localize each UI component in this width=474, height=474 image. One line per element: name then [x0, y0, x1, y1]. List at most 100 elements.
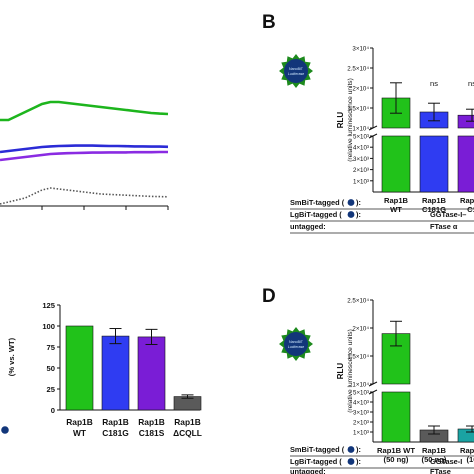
category-label-1: Rap1B	[66, 417, 93, 427]
panel-d-chart: 1×10⁴ 1.5×10⁴ 2×10⁴ 2.5×10⁴ 1×10³ 2×10³ 3×10³ 4…	[290, 298, 474, 474]
category-label-1: Rap1B	[384, 196, 409, 205]
icon-core	[284, 59, 308, 83]
category-label-2: WT	[390, 205, 402, 214]
y-tick-label: 25	[47, 385, 56, 394]
y-tick-label: 1.5×10⁴	[347, 106, 369, 113]
icon-text-2: Luciferase	[288, 72, 305, 76]
tag-icon	[347, 199, 355, 206]
bar-lower	[457, 135, 474, 193]
panel-b-chart: 1×10⁴ 1.5×10⁴ 2×10⁴ 2.5×10⁴ 3×10⁴ 1×10³ 2×10³ 3…	[290, 46, 474, 234]
panel-a-x-ticks	[41, 206, 169, 210]
row-label-end: ):	[356, 445, 361, 454]
y-tick-label: 100	[42, 322, 55, 331]
category-label-1: Rap1B	[138, 417, 165, 427]
bar	[137, 336, 166, 411]
bar	[65, 325, 94, 411]
icon-text-1: NanoBiT	[289, 340, 304, 344]
category-label-2: C1	[467, 205, 474, 214]
y-axis-label: RLU	[336, 363, 345, 380]
axis-break-mark	[368, 381, 378, 387]
y-tick-label: 1.5×10⁴	[347, 354, 369, 361]
y-tick-label: 2.5×10⁴	[347, 298, 369, 305]
tag-icon	[347, 458, 355, 465]
bar-lower	[381, 135, 411, 193]
category-label-2: (50 ng)	[384, 455, 409, 464]
y-axis-label-2: (relative luminescence units)	[347, 329, 354, 413]
category-label-2: C181S	[139, 428, 165, 438]
y-tick-label: 1×10³	[353, 430, 369, 437]
y-axis-label: RLU	[336, 112, 345, 129]
y-tick-label: 125	[42, 301, 55, 310]
row-label: untagged:	[290, 467, 326, 474]
y-axis-label-2: (relative luminescence units)	[347, 78, 354, 162]
y-tick-label: 5×10³	[353, 134, 369, 141]
tag-icon	[1, 426, 9, 434]
y-tick-label: 3×10⁴	[352, 46, 369, 53]
y-axis-label: (% vs. WT)	[7, 337, 16, 376]
significance-label: ns	[430, 79, 438, 88]
row-value: FTase	[430, 467, 451, 474]
category-label-1: Rap1B	[422, 446, 447, 455]
icon-text-1: NanoBiT	[289, 67, 304, 71]
icon-text-2: Luciferase	[288, 345, 305, 349]
significance-label: ns	[468, 79, 474, 88]
row-label-end: ):	[356, 198, 361, 207]
category-label-1: Rap1B	[422, 196, 447, 205]
y-tick-label: 50	[47, 364, 55, 373]
series-line-dcqll	[0, 187, 169, 205]
category-label-1: Rap1B	[102, 417, 129, 427]
panel-d-letter: D	[262, 286, 276, 307]
y-tick-label: 5×10³	[353, 390, 369, 397]
y-tick-label: 2.5×10⁴	[347, 66, 369, 73]
row-value: FTase α	[430, 222, 458, 231]
tag-icon	[347, 446, 355, 453]
series-line-wt	[0, 100, 169, 122]
category-label-1: Rap1B	[460, 196, 474, 205]
tag-icon	[347, 211, 355, 218]
y-tick-label: 1×10⁴	[352, 382, 369, 389]
row-label: SmBiT-tagged (	[290, 445, 345, 454]
row-label: untagged:	[290, 222, 326, 231]
category-label-1: Rap1B	[174, 417, 201, 427]
category-label-2: ΔCQLL	[173, 428, 202, 438]
bar-lower	[381, 391, 411, 443]
y-tick-label: 1×10⁴	[352, 126, 369, 133]
category-label-2: C181G	[102, 428, 129, 438]
y-tick-label: 4×10³	[353, 400, 369, 407]
icon-core	[284, 332, 308, 356]
category-label-2: WT	[73, 428, 87, 438]
y-tick-label: 3×10³	[353, 156, 369, 163]
y-tick-label: 2×10³	[353, 167, 369, 174]
series-line-c181s	[0, 150, 168, 162]
category-label-1: Rap1B WT	[377, 446, 415, 455]
row-value: GGTase-I–	[430, 210, 466, 219]
y-tick-label: 1×10³	[353, 178, 369, 185]
y-tick-label: 75	[47, 343, 56, 352]
row-value: GGTase-I	[430, 457, 462, 466]
category-label-1: Rap1B	[460, 446, 474, 455]
axis-break-mark	[368, 133, 378, 139]
y-tick-label: 2×10⁴	[352, 326, 369, 333]
axis-break-mark	[368, 389, 378, 395]
axis-break-mark	[368, 125, 378, 131]
category-label-2: (50 ng)	[422, 455, 447, 464]
row-label-end: ):	[356, 210, 361, 219]
panel-a-plot-area	[0, 100, 169, 205]
panel-b-letter: B	[262, 12, 276, 33]
panel-a	[0, 100, 169, 210]
row-label: LgBiT-tagged (	[290, 210, 342, 219]
y-tick-label: 2×10⁴	[352, 86, 369, 93]
row-label-end: ):	[356, 457, 361, 466]
bar-lower	[419, 135, 449, 193]
y-tick-label: 2×10³	[353, 420, 369, 427]
row-label: SmBiT-tagged (	[290, 198, 345, 207]
bar	[101, 335, 130, 411]
y-tick-label: 3×10³	[353, 410, 369, 417]
y-tick-label: 4×10³	[353, 145, 369, 152]
